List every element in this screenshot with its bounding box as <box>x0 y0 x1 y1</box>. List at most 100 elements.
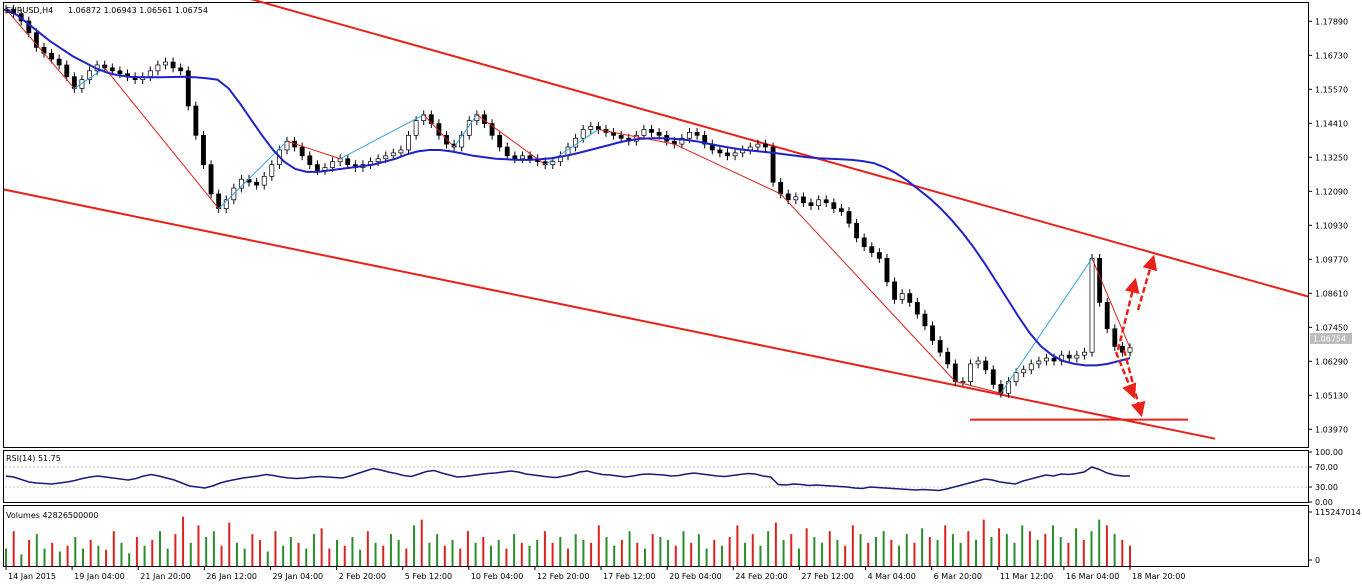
candle-body <box>1089 258 1095 353</box>
candle <box>208 160 214 199</box>
candle-body <box>87 70 92 80</box>
candle <box>428 110 434 128</box>
candle <box>1021 365 1027 378</box>
candle-body <box>823 199 829 204</box>
candle <box>907 289 913 307</box>
candle <box>838 204 844 216</box>
candle <box>261 171 267 190</box>
candle <box>770 142 776 187</box>
candle-body <box>793 196 799 201</box>
candle-body <box>801 196 806 204</box>
candle <box>869 242 875 257</box>
candle <box>1082 347 1087 360</box>
price-pane-frame <box>3 2 1309 448</box>
candle-body <box>1066 354 1072 359</box>
candle <box>892 277 897 304</box>
candle-body <box>375 158 381 163</box>
candle-body <box>763 143 768 148</box>
candle-body <box>436 123 442 136</box>
candle <box>968 359 973 386</box>
volume-tick-label: 115247014 <box>1315 508 1361 517</box>
time-tick-label: 29 Jan 04:00 <box>272 572 323 581</box>
volume-tick-label: 0 <box>1315 556 1320 565</box>
candle <box>618 130 624 143</box>
candle-body <box>102 64 108 69</box>
price-tick-label: 1.03970 <box>1315 425 1348 434</box>
time-tick-label: 5 Feb 12:00 <box>405 572 452 581</box>
candle <box>816 195 822 211</box>
price-tick-label: 1.12090 <box>1315 187 1348 196</box>
candle <box>876 248 882 263</box>
candle-body <box>1127 347 1133 353</box>
rsi-tick-label: 100.00 <box>1315 448 1343 457</box>
time-tick-label: 19 Jan 04:00 <box>74 572 125 581</box>
candle <box>163 57 168 70</box>
zigzag-segment <box>339 114 424 160</box>
candle-body <box>550 161 556 165</box>
forecast-arrows <box>1114 254 1158 418</box>
candle <box>694 127 700 140</box>
candle <box>937 336 943 357</box>
candle <box>702 130 708 149</box>
candle-body <box>520 155 525 160</box>
candle-body <box>178 67 184 72</box>
candle <box>489 119 495 140</box>
time-tick-label: 2 Feb 20:00 <box>339 572 386 581</box>
zigzag-segment <box>104 67 220 209</box>
candle-body <box>193 105 199 136</box>
candle-body <box>922 313 928 327</box>
candle-body <box>79 79 85 89</box>
candle-body <box>1044 357 1049 362</box>
zigzag-segment <box>5 8 75 89</box>
candle-body <box>504 146 510 157</box>
volume-label: Volumes 42826500000 <box>6 511 98 520</box>
candle <box>1028 359 1034 375</box>
candle-body <box>345 158 351 165</box>
candle-body <box>930 325 935 341</box>
time-tick-label: 6 Mar 20:00 <box>934 572 982 581</box>
candle <box>444 130 449 149</box>
candle-body <box>960 381 966 383</box>
zigzag-segment <box>955 381 1002 394</box>
candle-body <box>109 67 115 72</box>
candle-body <box>869 246 875 253</box>
candle <box>831 198 837 213</box>
rsi-pane-frame <box>3 450 1309 503</box>
candle <box>1119 341 1125 357</box>
symbol-label: EURUSD,H4 <box>6 6 53 15</box>
time-tick-label: 11 Mar 12:00 <box>1000 572 1053 581</box>
rsi-label: RSI(14) 51.75 <box>6 454 61 463</box>
zigzag-segment <box>423 114 455 148</box>
price-axis: 1.17890 1.16730 1.15570 1.14410 1.13250 1.120… <box>1308 17 1348 434</box>
candle <box>960 377 966 386</box>
candle <box>717 145 723 158</box>
candle <box>223 195 229 213</box>
candle <box>1044 353 1049 366</box>
candle-body <box>254 181 260 186</box>
candle <box>823 195 829 208</box>
candle <box>307 151 313 170</box>
candle-body <box>725 152 730 157</box>
time-axis: 14 Jan 2015 19 Jan 04:00 21 Jan 20:00 26 Ja… <box>5 566 1185 581</box>
candle <box>930 321 935 345</box>
candle <box>801 192 806 208</box>
candle-body <box>778 181 784 195</box>
candle-body <box>770 146 776 183</box>
candle-body <box>512 155 518 160</box>
candle-body <box>618 134 624 139</box>
time-tick-label: 27 Feb 12:00 <box>801 572 853 581</box>
candle-body <box>337 158 343 163</box>
candle-body <box>201 134 206 165</box>
candle-body <box>428 114 434 124</box>
candle-body <box>937 340 943 353</box>
candle-body <box>413 120 419 136</box>
candle-body <box>595 126 601 130</box>
candle <box>1066 350 1072 363</box>
time-tick-label: 12 Feb 20:00 <box>537 572 589 581</box>
rsi-line <box>5 466 1130 492</box>
zigzag-segment <box>286 140 341 160</box>
price-tick-label: 1.09770 <box>1315 255 1348 264</box>
candle <box>846 207 852 228</box>
candle-body <box>641 129 647 136</box>
candle <box>755 139 761 152</box>
